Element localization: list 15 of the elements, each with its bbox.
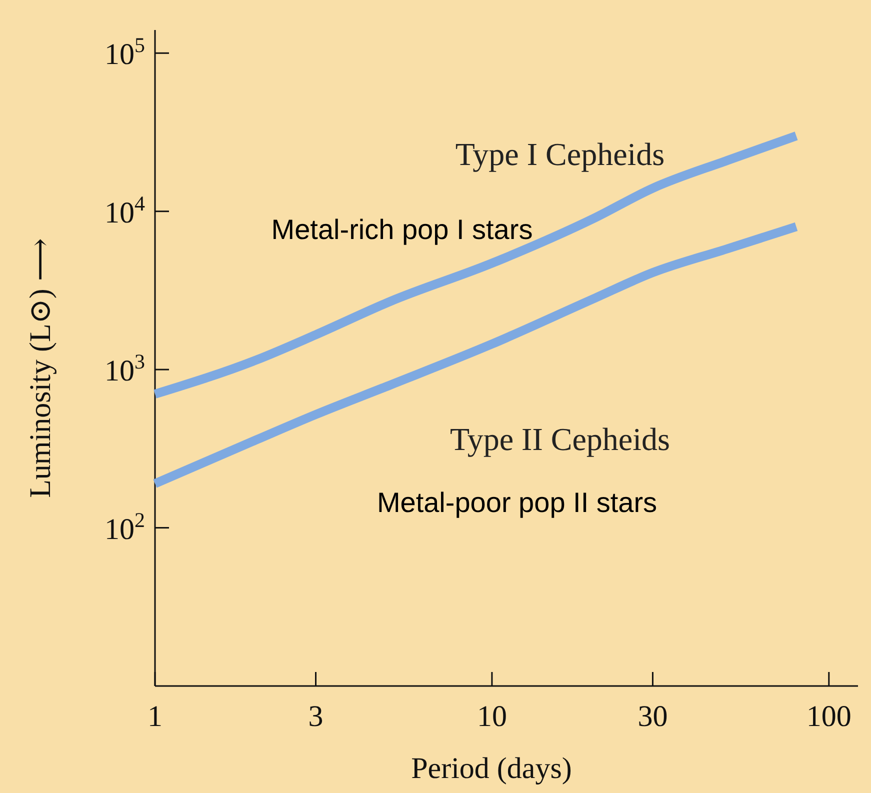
x-tick-label: 3 (308, 700, 324, 733)
y-tick-label: 10$^{3}$ (104, 350, 145, 388)
x-axis-title: Period (days) (411, 752, 572, 785)
y-axis-title: Luminosity (L⊙) ⟶ (24, 238, 57, 498)
series-label: Type II Cepheids (450, 421, 670, 457)
series-label: Type I Cepheids (455, 136, 665, 172)
y-tick-label: 10$^{5}$ (104, 33, 145, 72)
x-tick-label: 100 (806, 700, 852, 733)
annotation: Metal-poor pop II stars (376, 487, 658, 518)
x-tick-label: 1 (148, 700, 162, 733)
y-tick-label: 10$^{2}$ (104, 508, 145, 546)
x-tick-label: 10 (476, 700, 507, 733)
y-tick-label: 10$^{4}$ (104, 191, 146, 230)
annotation: Metal-rich pop I stars (271, 214, 533, 245)
x-tick-label: 30 (638, 700, 668, 733)
